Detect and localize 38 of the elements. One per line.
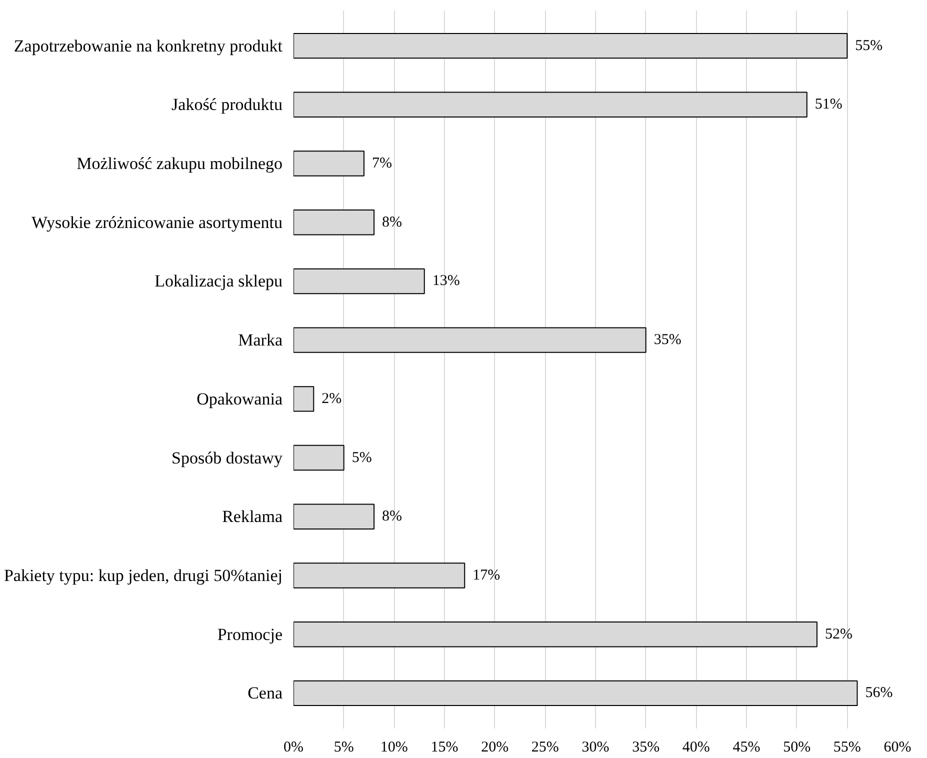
y-tick-label: Marka (238, 330, 283, 350)
x-tick-label: 40% (682, 740, 710, 756)
x-tick-label: 0% (284, 740, 304, 756)
data-label: 56% (865, 685, 893, 702)
y-tick-label: Reklama (222, 507, 283, 526)
y-tick-label: Sposób dostawy (172, 448, 283, 468)
data-label: 52% (824, 626, 852, 642)
x-tick-label: 45% (732, 740, 760, 756)
x-tick-label: 50% (783, 740, 811, 756)
x-tick-label: 55% (833, 740, 861, 756)
x-tick-label: 25% (531, 740, 559, 756)
data-label: 8% (382, 214, 402, 230)
y-tick-label: Jakość produktu (172, 95, 283, 114)
data-label: 35% (654, 332, 682, 348)
y-tick-label: Wysokie zróżnicowanie asortymentu (31, 212, 283, 232)
x-tick-label: 20% (481, 740, 509, 756)
x-tick-label: 5% (334, 740, 354, 756)
x-tick-label: 60% (884, 740, 912, 756)
data-label: 55% (855, 38, 883, 54)
x-tick-label: 30% (582, 740, 610, 756)
y-tick-label: Pakiety typu: kup jeden, drugi 50%taniej (4, 566, 283, 585)
y-tick-label: Lokalizacja sklepu (154, 272, 283, 291)
x-tick-label: 15% (430, 740, 458, 756)
x-tick-label: 35% (632, 740, 660, 756)
y-tick-label: Promocje (217, 624, 283, 644)
data-label: 13% (432, 273, 460, 290)
data-label: 17% (472, 567, 500, 584)
x-tick-label: 10% (380, 740, 408, 756)
data-label: 5% (352, 450, 372, 466)
y-tick-label: Możliwość zakupu mobilnego (76, 154, 283, 174)
data-label: 51% (814, 96, 842, 113)
bar (294, 386, 314, 412)
data-label: 8% (382, 508, 402, 525)
y-tick-label: Zapotrzebowanie na konkretny produkt (14, 36, 283, 56)
y-tick-label: Cena (248, 684, 283, 703)
data-label: 7% (372, 156, 392, 172)
data-label: 2% (322, 390, 342, 407)
y-tick-label: Opakowania (196, 389, 283, 408)
